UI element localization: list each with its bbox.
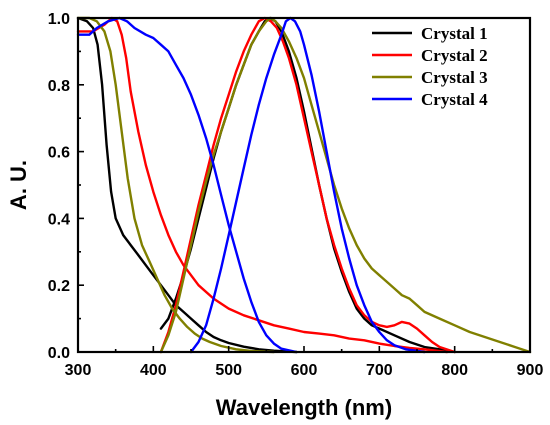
y-tick-label: 1.0	[48, 11, 70, 28]
y-tick-label: 0.8	[48, 78, 70, 95]
series-line-crystal-2-part-1	[76, 16, 449, 354]
legend-label: Crystal 2	[421, 46, 488, 65]
legend-label: Crystal 3	[421, 68, 488, 87]
legend: Crystal 1 Crystal 2 Crystal 3 Crystal 4	[372, 24, 488, 109]
x-tick-label: 700	[366, 362, 393, 379]
legend-label: Crystal 1	[421, 24, 488, 43]
x-tick-label: 500	[215, 362, 242, 379]
legend-label: Crystal 4	[421, 90, 488, 109]
y-tick-label: 0.2	[48, 278, 70, 295]
y-axis-title: A. U.	[6, 160, 31, 210]
x-tick-label: 300	[65, 362, 92, 379]
series-line-crystal-3-part-1	[76, 16, 276, 354]
y-axis-ticks: 0.0 0.2 0.4 0.6 0.8 1.0	[48, 11, 84, 362]
x-tick-label: 600	[291, 362, 318, 379]
y-tick-label: 0.6	[48, 145, 70, 162]
x-tick-label: 400	[140, 362, 167, 379]
y-tick-label: 0.0	[48, 345, 70, 362]
series-line-crystal-2-part-2	[159, 16, 456, 354]
series-line-crystal-1-part-1	[76, 16, 298, 354]
y-tick-label: 0.4	[48, 211, 70, 228]
series-line-crystal-3-part-2	[159, 16, 532, 354]
x-tick-label: 800	[441, 362, 468, 379]
x-tick-label: 900	[517, 362, 544, 379]
x-axis-ticks: 300 400 500 600 700 800 900	[65, 346, 544, 379]
series-line-crystal-1-part-2	[159, 16, 456, 354]
series-line-crystal-4-part-2	[189, 16, 426, 354]
x-axis-title: Wavelength (nm)	[216, 395, 392, 420]
